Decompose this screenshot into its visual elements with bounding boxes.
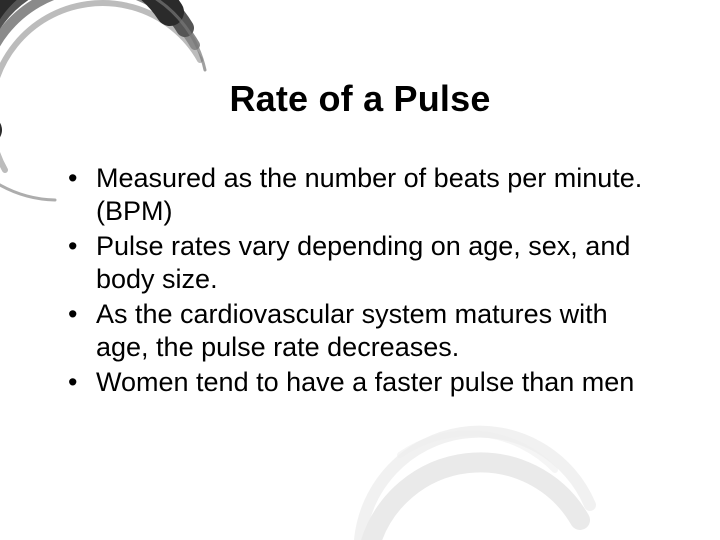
list-item: Women tend to have a faster pulse than m… [62, 366, 658, 399]
list-item: Pulse rates vary depending on age, sex, … [62, 230, 658, 296]
list-item: Measured as the number of beats per minu… [62, 162, 658, 228]
slide: Rate of a Pulse Measured as the number o… [0, 0, 720, 540]
slide-title: Rate of a Pulse [0, 0, 720, 120]
bullet-list: Measured as the number of beats per minu… [62, 162, 658, 399]
list-item: As the cardiovascular system matures wit… [62, 298, 658, 364]
